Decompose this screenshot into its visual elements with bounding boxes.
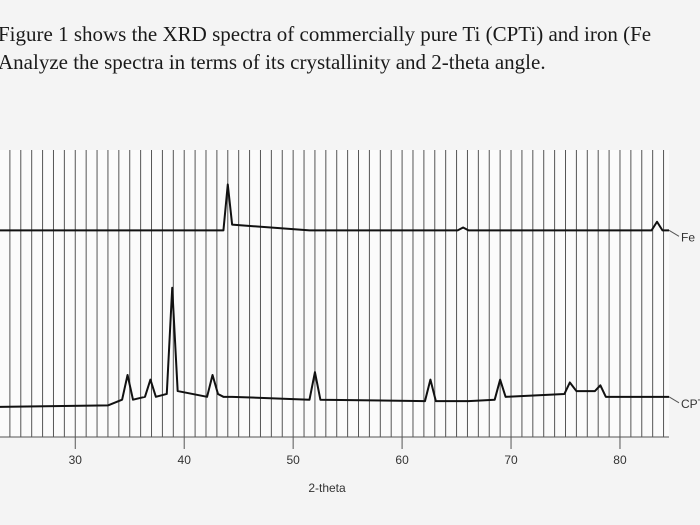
x-tick-label: 30 [69,453,83,467]
spectrum-line [0,286,669,408]
series-leader [668,229,680,237]
question-line: Figure 1 shows the XRD spectra of commer… [0,22,652,46]
x-axis-label: 2-theta [308,481,346,495]
x-tick-label: 40 [178,453,192,467]
x-tick-label: 80 [613,453,627,467]
series-label: Fe [681,231,695,245]
spectrum-line [0,183,669,232]
x-tick-label: 70 [504,453,518,467]
series-label: CPTi [681,397,700,411]
series-leader [668,396,680,404]
plot-background [0,150,669,437]
x-tick-label: 50 [286,453,300,467]
question-line: Analyze the spectra in terms of its crys… [0,50,546,74]
x-tick-label: 60 [395,453,409,467]
